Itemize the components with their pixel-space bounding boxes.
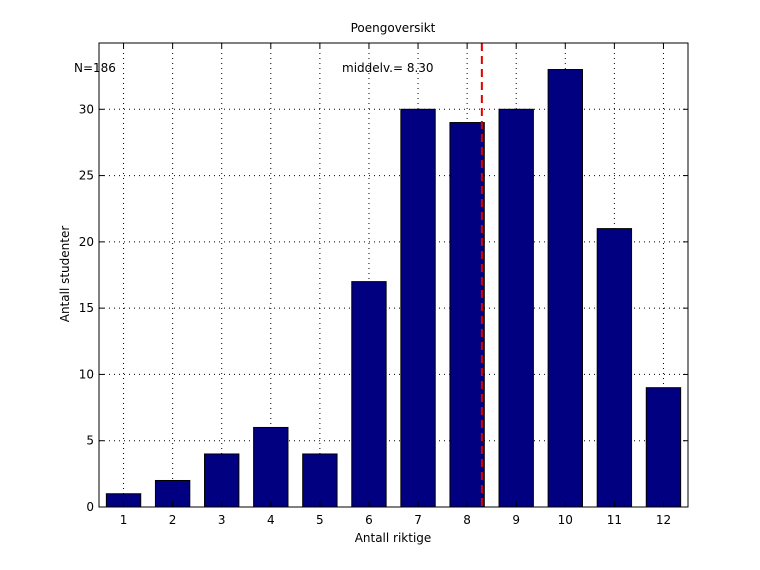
bar — [498, 108, 534, 508]
y-tick-label: 15 — [79, 301, 94, 315]
x-tick-label: 5 — [316, 513, 324, 527]
y-axis-label: Antall studenter — [58, 226, 72, 323]
y-tick-label: 10 — [79, 367, 94, 381]
bar — [253, 426, 289, 508]
plot-frame — [98, 42, 689, 508]
y-tick-label: 5 — [86, 434, 94, 448]
bar — [449, 122, 485, 508]
bar — [302, 453, 338, 508]
x-tick-label: 3 — [218, 513, 226, 527]
mean-annotation: middelv.= 8.30 — [342, 61, 434, 75]
bar — [351, 281, 387, 508]
y-tick-label: 0 — [86, 500, 94, 514]
y-axis-ticks: 0 5 10 15 20 25 30 — [79, 102, 688, 514]
bar — [204, 453, 240, 508]
y-tick-label: 30 — [79, 102, 94, 116]
bars — [105, 69, 682, 508]
sample-size-annotation: N=186 — [74, 61, 116, 75]
x-tick-label: 8 — [463, 513, 471, 527]
x-tick-label: 10 — [558, 513, 573, 527]
x-tick-label: 11 — [607, 513, 622, 527]
chart-title: Poengoversikt — [351, 21, 436, 35]
x-tick-label: 1 — [120, 513, 128, 527]
bar — [400, 108, 436, 508]
x-tick-label: 2 — [169, 513, 177, 527]
y-tick-label: 25 — [79, 169, 94, 183]
bar — [645, 387, 682, 508]
x-axis-label: Antall riktige — [355, 531, 432, 545]
x-tick-label: 4 — [267, 513, 275, 527]
x-tick-label: 9 — [512, 513, 520, 527]
bar — [547, 69, 583, 508]
x-tick-label: 6 — [365, 513, 373, 527]
grid-lines — [99, 43, 688, 507]
x-tick-label: 7 — [414, 513, 422, 527]
x-tick-label: 12 — [656, 513, 671, 527]
bar — [596, 228, 633, 508]
y-tick-label: 20 — [79, 235, 94, 249]
x-axis-ticks: 1 2 3 4 5 6 7 8 9 10 11 12 — [120, 43, 671, 527]
